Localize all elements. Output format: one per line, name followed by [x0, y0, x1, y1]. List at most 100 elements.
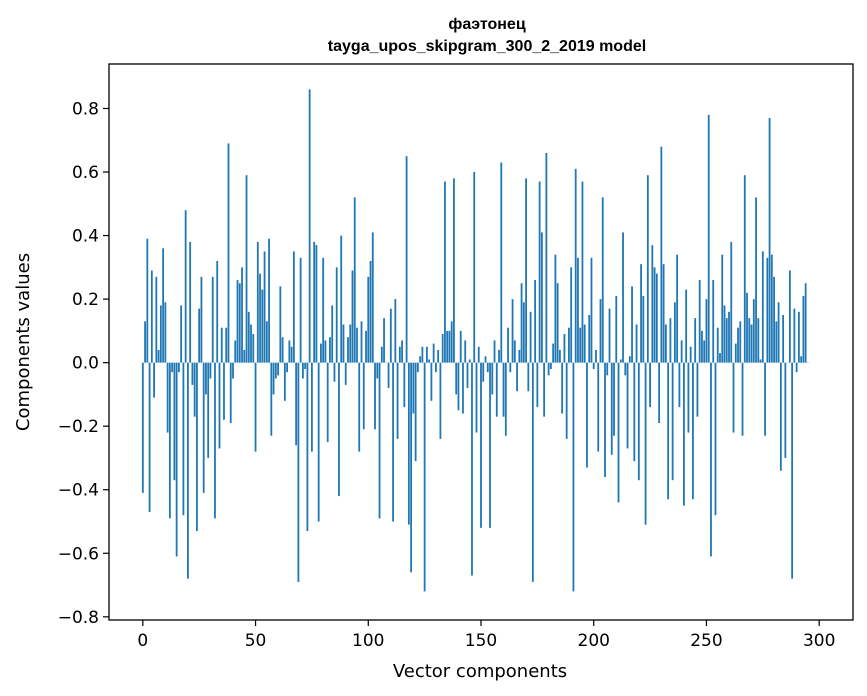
bar: [322, 257, 325, 363]
bar: [274, 362, 277, 379]
bar: [466, 362, 469, 389]
bar: [694, 318, 697, 363]
bar: [157, 349, 160, 363]
bar: [394, 299, 397, 363]
bar: [504, 362, 507, 436]
bar: [297, 362, 300, 582]
bar: [306, 362, 309, 532]
bar: [383, 318, 385, 363]
bar: [441, 334, 444, 363]
x-tick-label: 200: [578, 631, 610, 651]
bar: [184, 210, 187, 363]
bar: [252, 334, 255, 363]
y-tick-label: −0.8: [58, 608, 99, 628]
bar: [750, 324, 753, 363]
bar: [791, 362, 794, 579]
bar: [218, 362, 221, 449]
bar: [685, 289, 688, 363]
plot-area-frame: [108, 63, 854, 621]
y-axis-label: Components values: [13, 253, 34, 431]
bar: [606, 362, 609, 376]
y-tick-label: −0.2: [58, 417, 99, 437]
bar: [658, 362, 661, 424]
bar: [259, 273, 261, 363]
bar: [604, 362, 606, 478]
bar: [568, 327, 570, 363]
bar: [380, 346, 383, 363]
bar: [324, 340, 327, 363]
bar: [367, 276, 370, 363]
bar: [225, 327, 228, 363]
bar: [311, 362, 313, 452]
bar: [189, 241, 192, 363]
bar: [216, 260, 219, 363]
bar: [471, 362, 473, 576]
bar: [247, 311, 250, 363]
bar: [268, 238, 270, 363]
bar: [369, 260, 372, 363]
bar: [480, 362, 482, 528]
bar: [191, 362, 194, 385]
bar: [396, 362, 399, 439]
bar: [743, 175, 746, 363]
bar: [732, 362, 735, 433]
bar: [200, 276, 203, 363]
bar: [525, 178, 527, 363]
bar: [261, 289, 264, 363]
bar: [187, 362, 189, 579]
bar: [608, 308, 611, 363]
bar: [502, 362, 505, 417]
bar: [448, 330, 451, 363]
bar: [416, 362, 419, 373]
y-tick-label: 0.8: [72, 99, 99, 119]
bar: [561, 362, 564, 414]
bar: [173, 362, 176, 481]
bar: [552, 343, 555, 363]
bar: [770, 254, 773, 363]
bar: [326, 362, 329, 443]
bar: [272, 362, 275, 395]
bar: [159, 305, 162, 363]
bar: [155, 276, 158, 363]
y-tick-label: 0.0: [72, 354, 99, 374]
bar: [617, 362, 620, 503]
bar: [317, 362, 320, 522]
bar: [619, 359, 622, 363]
bar: [227, 143, 230, 363]
bar: [615, 295, 618, 363]
bar: [570, 267, 573, 363]
bar: [491, 362, 494, 395]
bar: [714, 362, 717, 516]
bar: [392, 362, 394, 522]
bar: [588, 314, 591, 363]
bar: [779, 362, 782, 471]
bar: [214, 362, 216, 519]
bar: [680, 340, 683, 363]
bar: [153, 362, 155, 398]
bar: [660, 146, 663, 363]
bar: [232, 362, 234, 379]
bar: [283, 362, 286, 401]
bar: [414, 362, 417, 462]
bar: [243, 349, 246, 363]
bar: [211, 276, 214, 363]
bar: [662, 264, 665, 363]
bar: [444, 181, 446, 363]
bar: [281, 337, 284, 363]
bar: [162, 248, 165, 363]
bar: [716, 327, 719, 363]
bar: [410, 362, 413, 573]
bar: [563, 334, 566, 363]
y-axis-ticks: −0.8 −0.6 −0.4 −0.2 0.0 0.2 0.4 0.6 0.8: [58, 99, 109, 628]
bar: [613, 362, 615, 436]
bar: [592, 362, 595, 369]
bar: [182, 362, 185, 516]
x-tick-label: 300: [803, 631, 835, 651]
bar: [453, 178, 455, 363]
bar: [374, 362, 376, 430]
bar: [687, 362, 690, 433]
bar: [651, 245, 654, 363]
bar: [513, 340, 516, 363]
bar: [171, 362, 174, 373]
